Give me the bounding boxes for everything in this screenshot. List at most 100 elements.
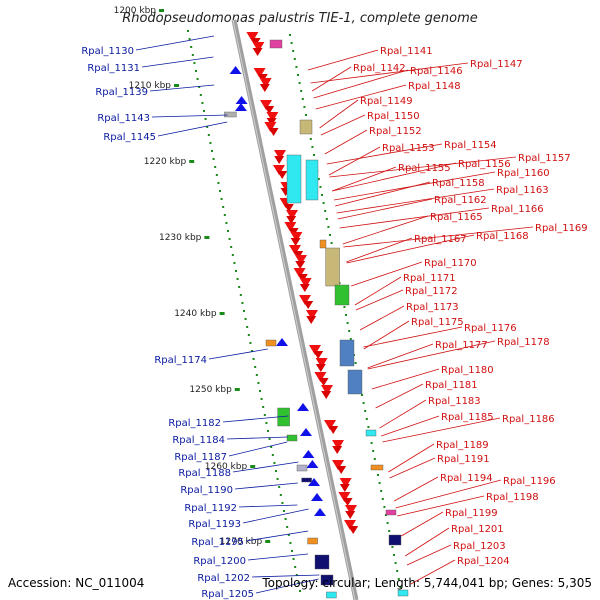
right-gene-label: Rpal_1149 [360,96,413,107]
right-leader [339,207,490,229]
left-gene-label: Rpal_1145 [103,132,156,143]
right-leader [324,129,368,155]
gene-arrow-left [300,428,312,436]
right-gene-label: Rpal_1196 [503,476,556,487]
gene-arrow [252,42,265,52]
right-gene-label: Rpal_1204 [457,556,510,567]
gene-block [265,339,277,347]
tick-dot-left [260,398,263,400]
kbp-label: 1240 kbp [174,309,217,319]
gene-arrow [348,526,359,534]
tick-dot-right [295,66,298,68]
gene-arrow [328,426,339,434]
left-label-leaders [135,35,320,594]
tick-dot-left [222,206,225,208]
tick-dot-left [287,534,290,536]
tick-dot-right [383,506,386,508]
tick-dot-left [225,222,228,224]
right-gene-label: Rpal_1198 [486,492,539,503]
tick-dot-right [309,138,312,140]
gene-block [385,509,397,516]
backbone-line [231,19,359,600]
gene-block [286,434,298,442]
tick-dot-right [354,362,357,364]
tick-dot-right [345,314,347,316]
gene-arrow-left [311,493,323,501]
tick-dot-right [388,530,391,532]
gene-arrow [345,505,357,515]
tick-dot-right [362,402,365,404]
tick-dot-left [291,550,293,552]
right-leader [320,114,366,136]
tick-dot-right [298,82,301,84]
gene-arrow-left [235,96,248,104]
tick-dot-right [377,474,379,476]
tick-dot-left [251,350,253,352]
left-leader [247,553,309,561]
right-gene-label: Rpal_1141 [380,46,433,57]
gene-arrow [295,261,306,269]
gene-arrow [286,210,298,220]
right-leader [319,99,359,129]
gene-arrow [299,284,310,292]
right-gene-label: Rpal_1162 [434,195,487,206]
left-gene-label: Rpal_1187 [174,452,227,463]
tick-dot-left [241,302,244,304]
gene-arrow [273,165,285,175]
right-leader [406,544,452,566]
right-leader [367,340,496,370]
left-gene-label: Rpal_1182 [168,418,221,429]
tick-dot-left [289,542,292,544]
tick-dot-right [329,234,331,236]
right-gene-label: Rpal_1167 [414,234,467,245]
tick-dot-left [246,326,249,328]
tick-dot-left [259,390,261,392]
tick-dot-right [399,586,402,588]
tick-dot-left [254,366,257,368]
kbp-label: 1250 kbp [189,385,232,395]
gene-arrow-left [314,508,326,516]
right-gene-label: Rpal_1181 [425,380,478,391]
left-leader [141,56,214,68]
kbp-tick [204,236,210,239]
gene-arrow [266,112,279,122]
tick-dot-left [228,238,231,240]
tick-dot-right [378,482,381,484]
left-leader [242,508,309,524]
tick-dot-left [190,46,193,48]
gene-arrow [289,245,301,255]
gene-arrow [321,385,333,395]
gene-block [269,39,283,49]
gene-arrow [259,78,272,88]
tick-dot-left [227,230,229,232]
gene-arrow [306,310,318,320]
right-leader [363,320,410,350]
left-gene-label: Rpal_1174 [154,355,207,366]
kbp-tick [219,312,225,315]
gene-arrow [268,128,279,136]
tick-dot-left [244,318,247,320]
right-leader [311,66,352,92]
right-gene-label: Rpal_1185 [441,412,494,423]
kbp-label: 1270 kbp [220,537,263,547]
tick-dot-right [289,34,291,36]
right-gene-label: Rpal_1191 [437,454,490,465]
right-leader [363,326,463,348]
left-gene-label: Rpal_1130 [81,46,134,57]
left-gene-label: Rpal_1139 [95,87,148,98]
gene-arrow [264,106,275,114]
left-gene-label: Rpal_1131 [87,63,140,74]
left-leader [208,348,268,360]
tick-dot-right [292,50,295,52]
kbp-tick [265,540,271,543]
gene-arrow [260,100,272,110]
backbone-highlight [232,19,356,600]
right-leader [337,198,433,220]
right-leader [332,162,457,192]
gene-arrow [290,232,303,242]
gene-block [397,589,409,597]
gene-block [314,554,330,570]
right-leader [395,479,502,509]
gene-block [286,154,302,204]
